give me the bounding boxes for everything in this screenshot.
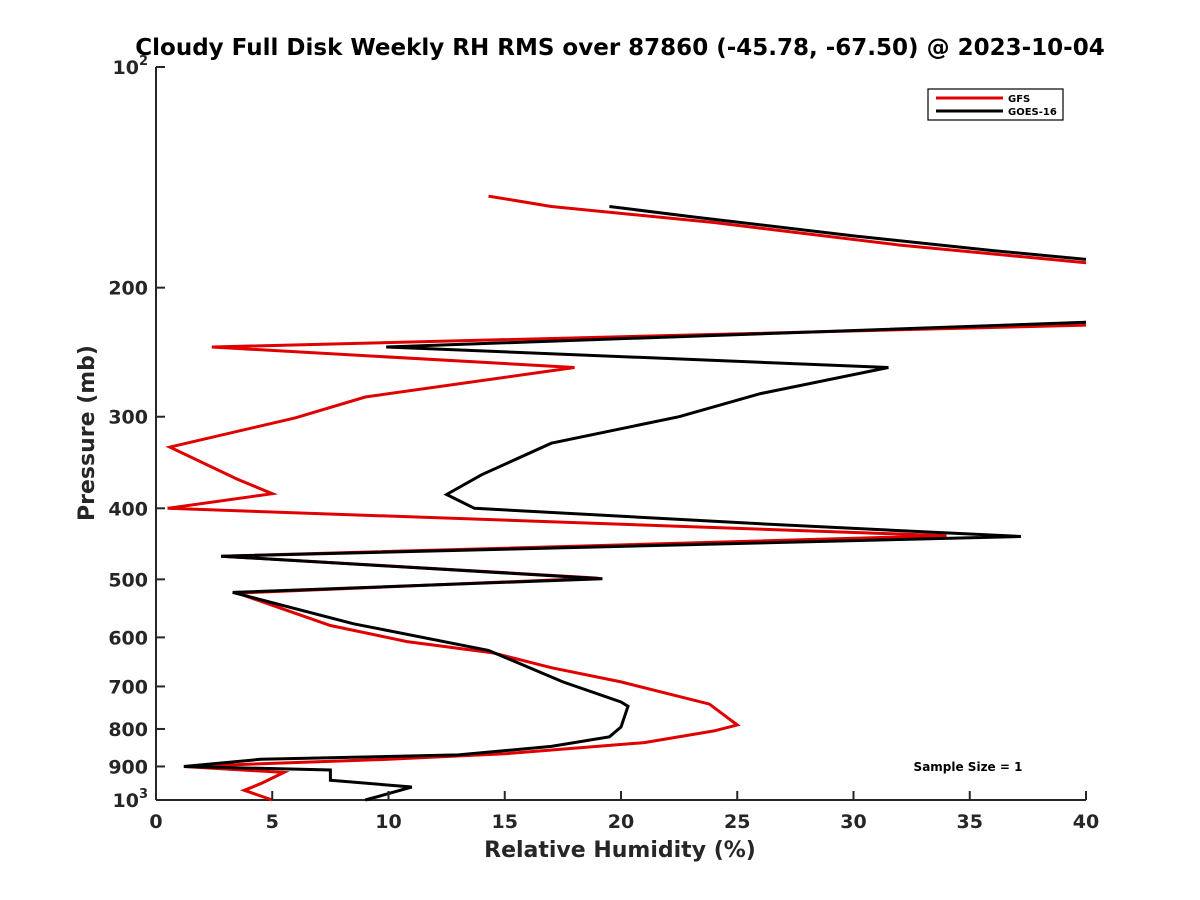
sample-size-annotation: Sample Size = 1 [914,760,1023,774]
x-tick-label: 5 [266,811,279,833]
x-tick-label: 40 [1073,811,1099,833]
y-axis-ticks: 102 200 300 400 500 600 700 800 900 103 [108,54,165,812]
series-line-goes-16 [183,320,1087,802]
series-line-gfs [488,194,1087,265]
series-line-gfs [165,323,1087,802]
x-axis-ticks: 0 5 10 15 20 25 30 35 40 [149,791,1099,833]
x-tick-label: 15 [492,811,518,833]
y-axis-label: Pressure (mb) [75,345,100,521]
x-tick-label: 0 [149,811,162,833]
legend: GFS GOES-16 [927,88,1064,121]
y-tick-label: 800 [108,719,148,741]
y-tick-label: 600 [108,627,148,649]
x-tick-label: 30 [840,811,866,833]
legend-box [927,88,1064,121]
plot-area: 0 5 10 15 20 25 30 35 40 102 200 300 400 500 600 700 80… [108,54,1099,833]
y-tick-label: 102 [113,54,149,79]
x-tick-label: 10 [375,811,401,833]
series-line-goes-16 [609,205,1087,261]
x-tick-label: 25 [724,811,750,833]
legend-label: GFS [1008,94,1030,105]
chart-title: Cloudy Full Disk Weekly RH RMS over 8786… [135,35,1104,61]
y-tick-label: 400 [108,498,148,520]
y-tick-label: 700 [108,676,148,698]
x-axis-label: Relative Humidity (%) [484,838,756,863]
legend-label: GOES-16 [1008,107,1057,118]
y-tick-label: 900 [108,756,148,778]
y-tick-label: 500 [108,569,148,591]
legend-entries: GFS GOES-16 [936,94,1057,118]
series-group [165,194,1087,802]
y-tick-label: 300 [108,407,148,429]
x-tick-label: 20 [608,811,634,833]
y-tick-label: 103 [113,787,149,812]
x-tick-label: 35 [957,811,983,833]
y-tick-label: 200 [108,278,148,300]
